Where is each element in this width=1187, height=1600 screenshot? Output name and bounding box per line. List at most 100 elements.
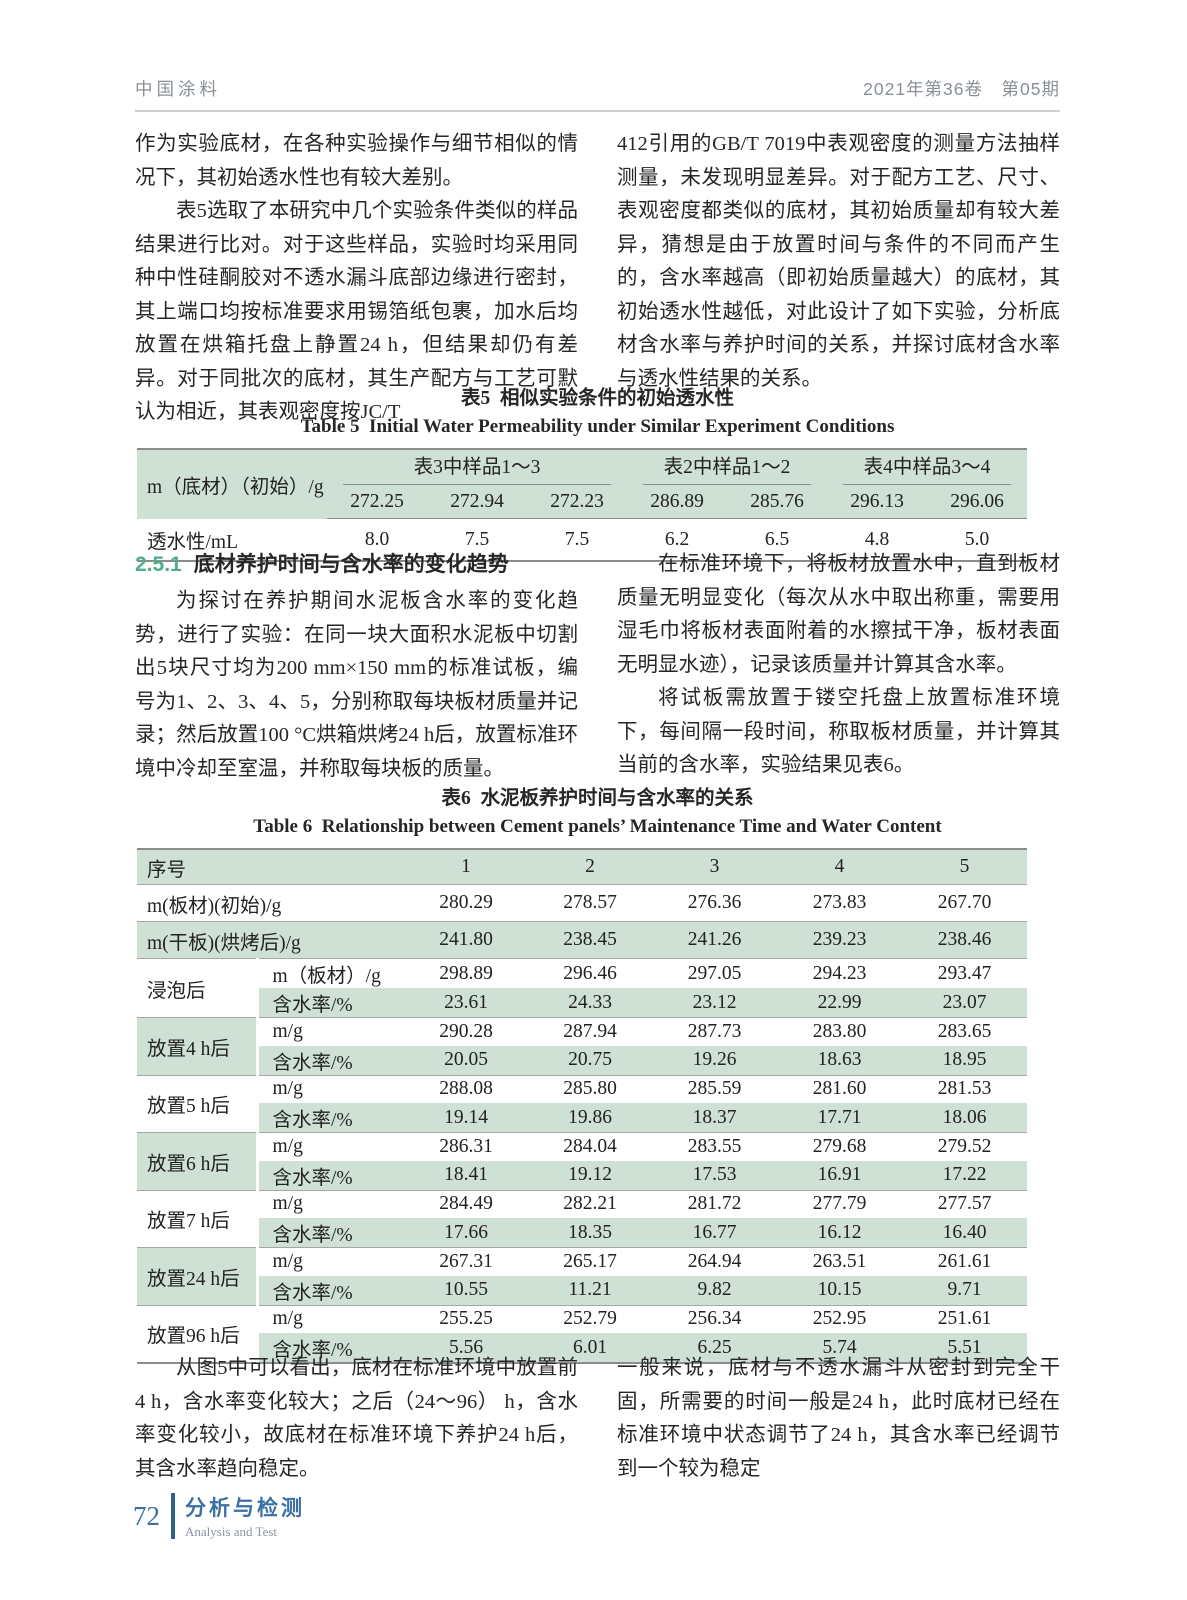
table-cell: 278.57 — [528, 884, 653, 922]
group-label: 放置96 h后 — [137, 1304, 257, 1363]
table5-row-label: m（底材）（初始）/g — [137, 449, 327, 519]
table-cell: 23.61 — [404, 988, 529, 1018]
table-cell: 16.77 — [652, 1218, 778, 1248]
table6-group-row: 放置5 h后 m/g 288.08 285.80 285.59 281.60 2… — [137, 1074, 1028, 1133]
table-cell: 286.31 — [404, 1132, 529, 1161]
paragraph: 为探讨在养护期间水泥板含水率的变化趋势，进行了实验：在同一块大面积水泥板中切割出… — [135, 590, 578, 780]
journal-name: 中国涂料 — [135, 79, 221, 99]
table6-group-row: 放置96 h后 m/g 255.25 252.79 256.34 252.95 … — [137, 1304, 1028, 1363]
table-cell: 17.66 — [404, 1218, 529, 1248]
table-cell: 17.71 — [777, 1103, 903, 1133]
table-cell: 5.56 — [404, 1333, 529, 1363]
table-cell: 18.63 — [777, 1045, 903, 1075]
paragraph: 将试板需放置于镂空托盘上放置标准环境下，每间隔一段时间，称取板材质量，并计算其当… — [617, 687, 1060, 776]
table-cell: 4 — [777, 849, 903, 885]
table-cell: 255.25 — [404, 1304, 529, 1333]
table-cell: 293.47 — [902, 958, 1028, 988]
table-cell: 9.82 — [652, 1275, 778, 1305]
table-cell: 17.53 — [652, 1160, 778, 1190]
sub-label: m/g — [255, 1247, 405, 1276]
table-cell: 264.94 — [652, 1247, 778, 1276]
section-left-column: 2.5.1 底材养护时间与含水率的变化趋势 为探讨在养护期间水泥板含水率的变化趋势… — [135, 548, 578, 786]
section-251-columns: 2.5.1 底材养护时间与含水率的变化趋势 为探讨在养护期间水泥板含水率的变化趋势… — [135, 548, 1060, 786]
paragraph: 从图5中可以看出，底材在标准环境中放置前4 h，含水率变化较大；之后（24～96… — [135, 1357, 578, 1480]
group-label: 放置4 h后 — [137, 1017, 257, 1075]
table-cell: 8.0 — [364, 528, 390, 550]
table-cell: 298.89 — [404, 958, 529, 988]
closing-right-column: 一般来说，底材与不透水漏斗从密封到完全干固，所需要的时间一般是24 h，此时底材… — [617, 1352, 1060, 1486]
table6: 序号 1 2 3 4 5 m(板材)(初始)/g 280.29 278.57 2… — [137, 848, 1028, 1364]
table-cell: 18.35 — [528, 1218, 653, 1248]
table-cell: 267.31 — [404, 1247, 529, 1276]
table-cell: 284.04 — [528, 1132, 653, 1161]
table-cell: 265.17 — [528, 1247, 653, 1276]
table-cell: 16.40 — [902, 1218, 1028, 1248]
section-right-column: 在标准环境下，将板材放置水中，直到板材质量无明显变化（每次从水中取出称重，需要用… — [617, 548, 1060, 786]
table-cell: 241.26 — [652, 921, 778, 959]
table-cell: 279.68 — [777, 1132, 903, 1161]
table-cell: 22.99 — [777, 988, 903, 1018]
table6-header-row: 序号 1 2 3 4 5 — [137, 849, 1028, 885]
table6-group-row: 含水率/% 17.66 18.35 16.77 16.12 16.40 — [137, 1218, 1028, 1248]
table-cell: 6.01 — [528, 1333, 653, 1363]
page-footer: 72 分析与检测 Analysis and Test — [133, 1492, 305, 1540]
group-label: 放置24 h后 — [137, 1247, 257, 1305]
table-cell: 281.60 — [777, 1074, 903, 1103]
closing-left-column: 从图5中可以看出，底材在标准环境中放置前4 h，含水率变化较大；之后（24～96… — [135, 1352, 578, 1486]
group-label: 放置5 h后 — [137, 1074, 257, 1133]
table-cell: 285.76 — [727, 485, 828, 519]
table-cell: 23.07 — [902, 988, 1028, 1018]
table-cell: 239.23 — [777, 921, 903, 959]
table-cell: 24.33 — [528, 988, 653, 1018]
table-cell: 272.94 — [427, 485, 527, 519]
table-cell: 10.15 — [777, 1275, 903, 1305]
intro-right-column: 412引用的GB/T 7019中表观密度的测量方法抽样测量，未发现明显差异。对于… — [617, 128, 1060, 430]
table-cell: 1 — [404, 849, 529, 885]
page-number: 72 — [133, 1500, 160, 1531]
table-cell: 6.5 — [764, 528, 790, 550]
table-cell: 7.5 — [564, 528, 590, 550]
table-cell: 282.21 — [528, 1189, 653, 1218]
table5-group-cell: 表2中样品1～2 — [627, 449, 828, 485]
paragraph: 在标准环境下，将板材放置水中，直到板材质量无明显变化（每次从水中取出称重，需要用… — [617, 553, 1060, 676]
table6-group-row: 含水率/% 5.56 6.01 6.25 5.74 5.51 — [137, 1333, 1028, 1363]
table-cell: 287.94 — [528, 1017, 653, 1046]
group-label: 浸泡后 — [137, 958, 257, 1018]
table-cell: 267.70 — [902, 884, 1028, 922]
table5: m（底材）（初始）/g 表3中样品1～3 表2中样品1～2 表4中样品3～4 2… — [137, 448, 1028, 562]
footer-section: 分析与检测 Analysis and Test — [185, 1492, 305, 1540]
paragraph: 一般来说，底材与不透水漏斗从密封到完全干固，所需要的时间一般是24 h，此时底材… — [617, 1357, 1060, 1480]
table-cell: 252.95 — [777, 1304, 903, 1333]
table-cell: 17.22 — [902, 1160, 1028, 1190]
table5-group-cell: 表3中样品1～3 — [327, 449, 627, 485]
footer-divider — [171, 1493, 175, 1539]
table5-mass-row: 272.25 272.94 272.23 286.89 285.76 296.1… — [137, 485, 1028, 519]
sub-label: m/g — [255, 1304, 405, 1333]
table-cell: 285.80 — [528, 1074, 653, 1103]
table-cell: 19.26 — [652, 1045, 778, 1075]
table-cell: 272.23 — [527, 485, 627, 519]
table-cell: 16.12 — [777, 1218, 903, 1248]
table-cell: 252.79 — [528, 1304, 653, 1333]
sub-label: m/g — [255, 1017, 405, 1046]
table-cell: 288.08 — [404, 1074, 529, 1103]
closing-columns: 从图5中可以看出，底材在标准环境中放置前4 h，含水率变化较大；之后（24～96… — [135, 1352, 1060, 1486]
table-cell: 20.05 — [404, 1045, 529, 1075]
table6-group-row: 放置7 h后 m/g 284.49 282.21 281.72 277.79 2… — [137, 1189, 1028, 1248]
table-cell: 18.41 — [404, 1160, 529, 1190]
row-label: m(干板)(烘烤后)/g — [137, 921, 405, 959]
issue-info: 2021年第36卷 第05期 — [863, 79, 1060, 99]
table-cell: 290.28 — [404, 1017, 529, 1046]
table-cell: 251.61 — [902, 1304, 1028, 1333]
table-cell: 19.86 — [528, 1103, 653, 1133]
table6-group-row: 含水率/% 20.05 20.75 19.26 18.63 18.95 — [137, 1045, 1028, 1075]
table-cell: 16.91 — [777, 1160, 903, 1190]
table-cell: 5.74 — [777, 1333, 903, 1363]
page-header: 中国涂料 2021年第36卷 第05期 — [135, 76, 1060, 112]
table-cell: 11.21 — [528, 1275, 653, 1305]
table-cell: 279.52 — [902, 1132, 1028, 1161]
table-cell: 256.34 — [652, 1304, 778, 1333]
section-title: 底材养护时间与含水率的变化趋势 — [193, 552, 509, 576]
sub-label: 含水率/% — [255, 988, 405, 1018]
table-cell: 284.49 — [404, 1189, 529, 1218]
